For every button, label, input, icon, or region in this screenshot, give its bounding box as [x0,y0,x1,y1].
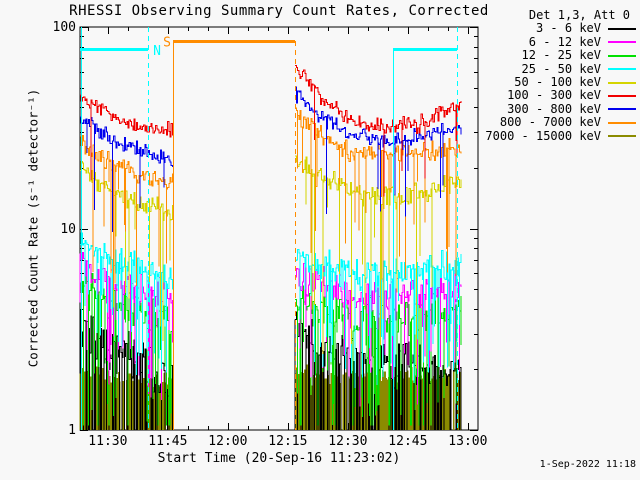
x-axis-label: Start Time (20-Sep-16 11:23:02) [157,451,401,466]
legend-entry: 12 - 25 keV [474,48,636,63]
legend-color-swatch [608,54,636,57]
saa-label: S [163,35,171,50]
legend-entry-label: 7000 - 15000 keV [485,128,601,143]
legend-header: Det 1,3, Att 0 [528,8,630,22]
y-tick-label: 100 [52,20,76,35]
legend-entry-label: 3 - 6 keV [535,21,601,36]
legend-entry: 6 - 12 keV [474,34,636,49]
legend-color-swatch [608,81,636,84]
legend-entry: 50 - 100 keV [474,74,636,89]
legend-color-swatch [608,28,636,31]
legend-entry-label: 50 - 100 keV [514,74,601,89]
x-tick-label: 12:45 [388,434,428,449]
x-tick-label: 13:00 [448,434,488,449]
x-tick-label: 12:30 [328,434,368,449]
legend-color-swatch [608,41,636,44]
legend-entry: 100 - 300 keV [474,88,636,103]
legend-entry-label: 12 - 25 keV [521,48,601,63]
series-100-300keV [80,65,462,197]
x-tick-label: 11:30 [88,434,128,449]
night-label: N [153,44,161,59]
series-3-6keV [80,310,462,430]
legend-entry: 7000 - 15000 keV [474,128,636,143]
y-axis-label: Corrected Count Rate (s⁻¹ detector⁻¹) [25,88,41,368]
legend-entry-label: 25 - 50 keV [521,61,601,76]
legend-color-swatch [608,95,636,98]
legend-color-swatch [608,135,636,138]
y-tick-label: 10 [60,221,76,237]
legend-entry: 25 - 50 keV [474,61,636,76]
legend-entry-label: 300 - 800 keV [507,101,601,116]
generated-timestamp: 1-Sep-2022 11:18 [539,459,636,470]
legend-entry: 300 - 800 keV [474,101,636,116]
x-tick-label: 12:00 [208,434,248,449]
legend-rows: 3 - 6 keV 6 - 12 keV 12 - 25 keV 25 - 50 ke… [474,21,636,143]
x-tick-label: 12:15 [268,434,308,449]
legend: Det 1,3, Att 0 3 - 6 keV 6 - 12 keV 12 - 2… [474,8,636,143]
y-tick-label: 1 [68,423,76,438]
legend-entry: 800 - 7000 keV [474,115,636,130]
legend-color-swatch [608,121,636,124]
series-300-800keV [80,86,462,232]
x-tick-label: 11:45 [148,434,188,449]
legend-color-swatch [608,108,636,111]
legend-entry-label: 800 - 7000 keV [499,115,601,130]
legend-color-swatch [608,68,636,71]
legend-entry-label: 6 - 12 keV [528,34,601,49]
legend-entry: 3 - 6 keV [474,21,636,36]
chart-title: RHESSI Observing Summary Count Rates, Co… [69,3,489,19]
legend-entry-label: 100 - 300 keV [507,88,601,103]
